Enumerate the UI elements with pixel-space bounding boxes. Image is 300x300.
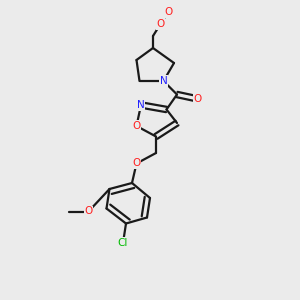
Text: Cl: Cl (118, 238, 128, 248)
Text: O: O (156, 19, 165, 29)
Text: N: N (137, 100, 145, 110)
Text: O: O (194, 94, 202, 104)
Text: N: N (160, 76, 167, 86)
Text: O: O (164, 7, 172, 17)
Text: O: O (84, 206, 93, 217)
Text: O: O (132, 158, 141, 169)
Text: O: O (132, 121, 141, 131)
